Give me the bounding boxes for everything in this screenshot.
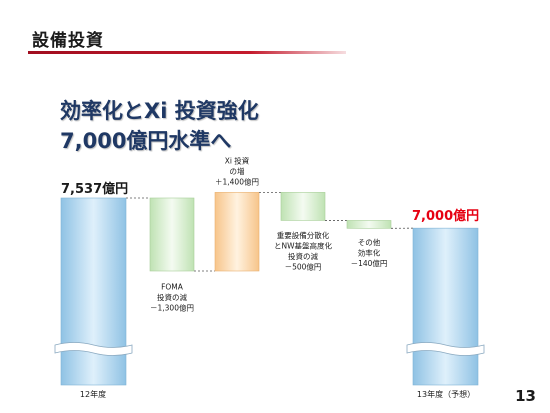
page-number: 13: [515, 387, 536, 405]
step-label-3: 重要設備分散化: [277, 230, 330, 240]
title-underline: [28, 51, 346, 54]
step-label-3: －500億円: [285, 261, 322, 271]
headline-line-1: 効率化とXi 投資強化: [60, 99, 259, 123]
end-total-bar: [412, 227, 479, 386]
step-label-2: Xi 投資: [225, 155, 250, 165]
headline-line-2: 7,000億円水準へ: [60, 129, 232, 153]
step-label-4: その他: [358, 237, 381, 247]
axis-break-mark: [54, 342, 133, 356]
end-value-label: 7,000億円: [412, 208, 479, 224]
x-label-start: 12年度: [80, 389, 106, 399]
step-bar-2: [214, 192, 260, 272]
step-label-4: －140億円: [351, 258, 388, 268]
step-label-2: の増: [230, 166, 245, 176]
x-label-end: 13年度（予想）: [417, 389, 475, 399]
step-label-1: FOMA: [161, 283, 184, 292]
start-value-label: 7,537億円: [61, 181, 128, 197]
step-label-2: ＋1,400億円: [215, 176, 259, 186]
step-label-4: 効率化: [358, 247, 381, 257]
axis-break-mark: [406, 342, 485, 356]
step-label-3: とNW基盤高度化: [274, 240, 333, 250]
step-label-3: 投資の減: [288, 251, 318, 261]
step-bar-3: [280, 192, 326, 221]
step-label-1: －1,300億円: [150, 303, 194, 313]
step-label-1: 投資の減: [157, 292, 187, 302]
step-bar-1: [149, 197, 195, 272]
step-bar-4: [346, 220, 392, 229]
slide-title: 設備投資: [32, 31, 104, 51]
start-total-bar: [60, 197, 127, 386]
